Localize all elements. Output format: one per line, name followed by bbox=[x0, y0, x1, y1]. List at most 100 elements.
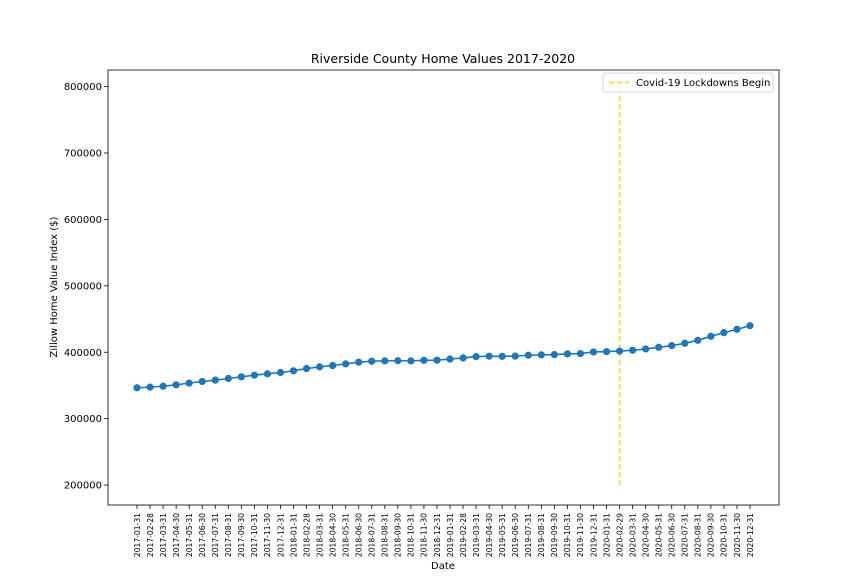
data-point bbox=[668, 342, 676, 350]
x-tick-label: 2019-11-30 bbox=[576, 513, 585, 557]
legend: Covid-19 Lockdowns Begin bbox=[602, 72, 774, 93]
data-point bbox=[146, 383, 154, 391]
data-point bbox=[315, 363, 324, 371]
data-point bbox=[355, 358, 363, 366]
legend-label: Covid-19 Lockdowns Begin bbox=[636, 78, 770, 89]
series-layer bbox=[133, 322, 754, 392]
x-tick-label: 2018-04-30 bbox=[328, 513, 337, 557]
y-tick-label: 400000 bbox=[64, 348, 102, 359]
data-point bbox=[329, 361, 337, 370]
y-tick-label: 700000 bbox=[64, 149, 102, 160]
y-axis-label: Zillow Home Value Index ($) bbox=[49, 216, 60, 357]
x-tick-label: 2017-03-31 bbox=[159, 513, 168, 557]
plot-frame bbox=[107, 69, 780, 506]
data-point bbox=[733, 325, 741, 333]
data-point bbox=[642, 345, 650, 353]
data-point bbox=[276, 368, 285, 377]
y-tick-label: 500000 bbox=[64, 281, 102, 292]
x-tick-label: 2018-05-31 bbox=[341, 513, 350, 557]
x-tick-label: 2020-06-30 bbox=[668, 513, 677, 557]
y-tick-label: 300000 bbox=[64, 414, 102, 425]
x-tick-label: 2020-01-31 bbox=[602, 513, 611, 557]
data-point bbox=[159, 382, 167, 390]
data-point bbox=[420, 356, 428, 364]
y-tick-label: 600000 bbox=[64, 215, 102, 226]
legend-box bbox=[602, 72, 774, 93]
data-point bbox=[485, 352, 493, 360]
data-point bbox=[394, 357, 402, 365]
data-point bbox=[629, 346, 637, 354]
x-axis-label: Date bbox=[431, 561, 455, 572]
data-point bbox=[459, 354, 467, 362]
data-point bbox=[589, 348, 598, 356]
x-tick-label: 2018-01-31 bbox=[289, 513, 298, 557]
x-tick-label: 2020-05-31 bbox=[655, 513, 664, 557]
data-point bbox=[498, 352, 506, 360]
data-point bbox=[446, 355, 454, 363]
x-tick-label: 2018-06-30 bbox=[355, 513, 364, 557]
data-point bbox=[185, 379, 193, 387]
data-point bbox=[720, 329, 728, 337]
x-tick-label: 2017-09-30 bbox=[237, 513, 246, 557]
x-tick-label: 2019-12-31 bbox=[589, 513, 598, 557]
x-tick-label: 2017-11-30 bbox=[263, 513, 272, 557]
data-point bbox=[211, 376, 219, 384]
data-point bbox=[407, 357, 415, 365]
x-tick-label: 2019-04-30 bbox=[485, 513, 494, 557]
x-tick-label: 2020-09-30 bbox=[707, 513, 716, 557]
data-point bbox=[655, 343, 663, 351]
x-tick-label: 2017-05-31 bbox=[185, 513, 194, 557]
x-tick-label: 2019-08-31 bbox=[537, 513, 546, 557]
x-tick-label: 2017-07-31 bbox=[211, 513, 220, 557]
data-point bbox=[433, 356, 441, 364]
x-tick-label: 2017-10-31 bbox=[250, 513, 259, 557]
data-point bbox=[381, 357, 389, 365]
y-axis-ticks: 200000 300000 400000 500000 600000 700000 8000… bbox=[64, 82, 108, 492]
chart-title: Riverside County Home Values 2017-2020 bbox=[311, 51, 575, 66]
x-tick-label: 2020-07-31 bbox=[681, 513, 690, 557]
data-point bbox=[198, 377, 206, 386]
plot-area bbox=[107, 69, 780, 506]
x-tick-label: 2020-11-30 bbox=[733, 513, 742, 557]
x-tick-label: 2018-11-30 bbox=[420, 513, 429, 557]
x-tick-label: 2019-03-31 bbox=[472, 513, 481, 557]
y-tick-label: 200000 bbox=[64, 481, 102, 492]
data-point bbox=[746, 322, 754, 330]
data-point bbox=[694, 336, 702, 344]
data-point bbox=[537, 351, 545, 359]
x-tick-label: 2018-02-28 bbox=[302, 513, 311, 557]
x-tick-label: 2017-01-31 bbox=[133, 513, 142, 557]
x-tick-label: 2018-03-31 bbox=[315, 513, 324, 557]
x-tick-label: 2020-08-31 bbox=[694, 513, 703, 557]
x-axis-ticks: 2017-01-31 2017-02-28 2017-03-31 2017-04-30… bbox=[133, 505, 755, 557]
x-tick-label: 2018-12-31 bbox=[433, 513, 442, 557]
data-point bbox=[472, 352, 480, 361]
data-point bbox=[289, 367, 298, 375]
data-point bbox=[302, 364, 311, 373]
x-tick-label: 2019-07-31 bbox=[524, 513, 533, 557]
data-point bbox=[576, 349, 585, 358]
data-point bbox=[250, 371, 258, 379]
x-tick-label: 2017-12-31 bbox=[276, 513, 285, 557]
x-tick-label: 2020-02-29 bbox=[615, 513, 624, 557]
data-point bbox=[368, 357, 376, 365]
x-tick-label: 2018-09-30 bbox=[394, 513, 403, 557]
x-tick-label: 2017-08-31 bbox=[224, 513, 233, 557]
data-point bbox=[615, 347, 624, 355]
y-tick-label: 800000 bbox=[64, 82, 102, 93]
data-point bbox=[602, 347, 611, 356]
data-point bbox=[550, 350, 558, 359]
x-tick-label: 2020-04-30 bbox=[641, 513, 650, 557]
x-tick-label: 2017-06-30 bbox=[198, 513, 207, 557]
data-point bbox=[563, 350, 572, 358]
x-tick-label: 2020-10-31 bbox=[720, 513, 729, 557]
data-point bbox=[172, 381, 180, 389]
x-tick-label: 2020-03-31 bbox=[628, 513, 637, 557]
x-tick-label: 2019-05-31 bbox=[498, 513, 507, 557]
x-tick-label: 2019-02-28 bbox=[459, 513, 468, 557]
data-point bbox=[681, 339, 689, 347]
data-point bbox=[707, 332, 715, 340]
x-tick-label: 2018-08-31 bbox=[381, 513, 390, 557]
data-point bbox=[342, 360, 350, 368]
